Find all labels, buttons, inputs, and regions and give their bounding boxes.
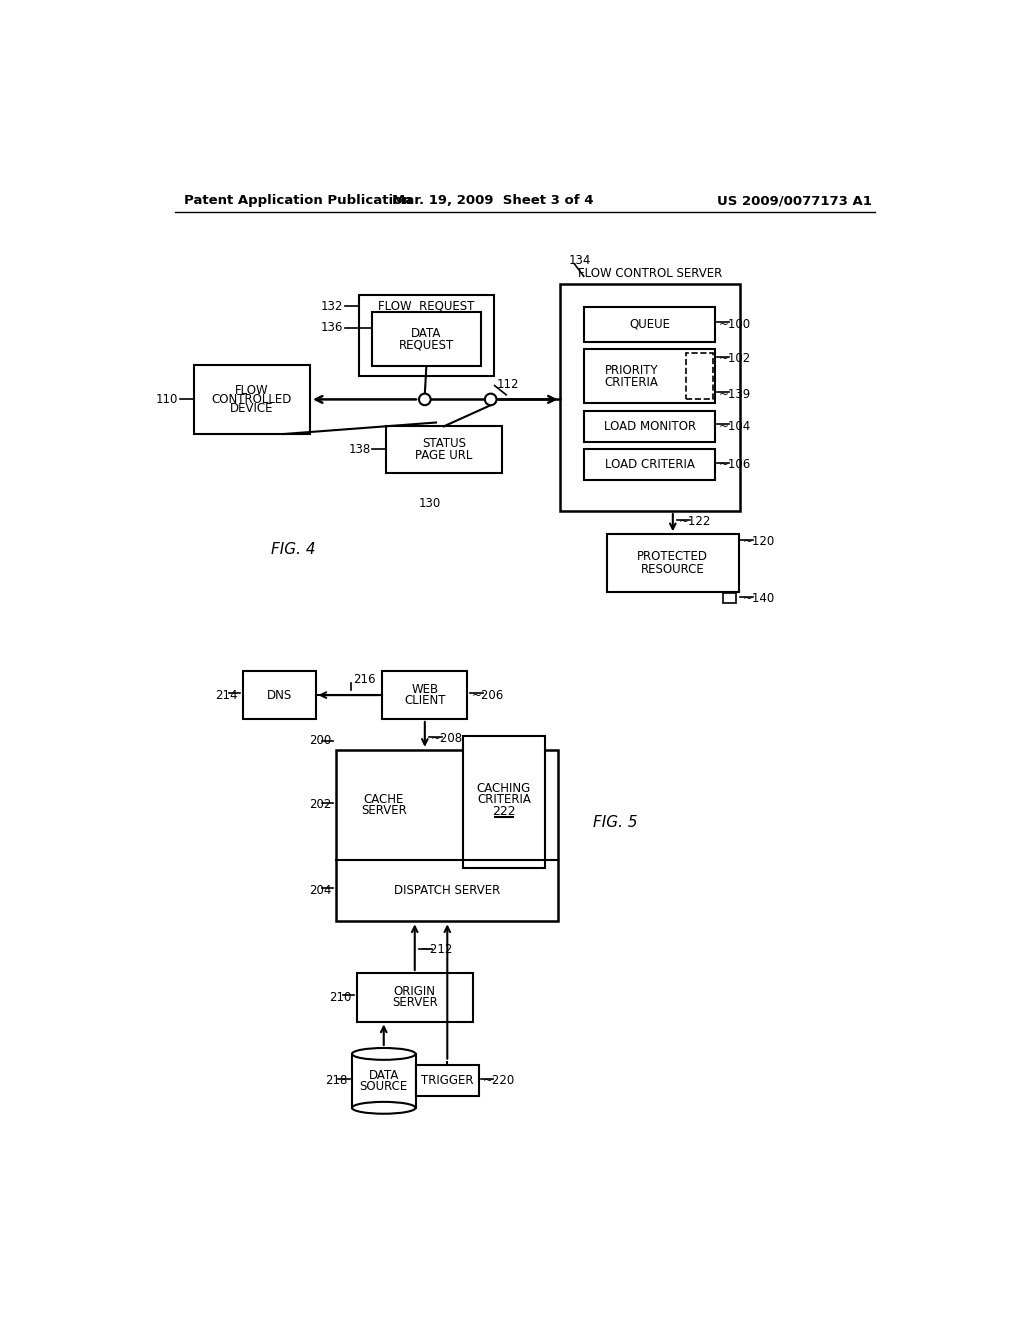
Bar (584, 308, 716, 342)
Text: FIG. 5: FIG. 5 (593, 816, 638, 830)
Bar (194, 364, 310, 434)
Text: 138: 138 (348, 444, 371, 455)
Bar (359, 296, 494, 376)
Text: Mar. 19, 2009  Sheet 3 of 4: Mar. 19, 2009 Sheet 3 of 4 (391, 194, 593, 207)
Text: DEVICE: DEVICE (230, 403, 273, 416)
Circle shape (419, 393, 431, 405)
Text: FLOW  REQUEST: FLOW REQUEST (378, 300, 474, 313)
Text: ~220: ~220 (483, 1074, 515, 1088)
Ellipse shape (352, 1102, 416, 1114)
Text: DATA: DATA (412, 327, 441, 341)
Text: 210: 210 (330, 991, 352, 1003)
Text: CRITERIA: CRITERIA (605, 376, 658, 389)
Text: LOAD MONITOR: LOAD MONITOR (603, 420, 695, 433)
Bar (560, 284, 740, 511)
Text: 202: 202 (308, 799, 331, 812)
Text: ~140: ~140 (742, 591, 775, 605)
Text: ~102: ~102 (719, 352, 751, 366)
Text: CONTROLLED: CONTROLLED (212, 393, 292, 407)
Bar (584, 449, 716, 480)
Text: CLIENT: CLIENT (404, 694, 445, 708)
Circle shape (485, 393, 497, 405)
Text: ~212: ~212 (421, 942, 454, 956)
Bar (243, 671, 315, 719)
Bar (584, 350, 716, 404)
Text: LOAD CRITERIA: LOAD CRITERIA (604, 458, 694, 471)
Text: FIG. 4: FIG. 4 (271, 543, 316, 557)
Bar (356, 973, 473, 1022)
Bar (336, 750, 558, 921)
Text: CACHE: CACHE (364, 793, 403, 807)
Text: ~100: ~100 (719, 318, 751, 331)
Bar (607, 535, 738, 591)
Text: REQUEST: REQUEST (398, 338, 454, 351)
Text: ~122: ~122 (679, 515, 712, 528)
Bar (723, 594, 735, 603)
Text: DATA: DATA (369, 1069, 399, 1082)
Text: ~104: ~104 (719, 420, 751, 433)
Text: FLOW CONTROL SERVER: FLOW CONTROL SERVER (579, 267, 723, 280)
Text: US 2009/0077173 A1: US 2009/0077173 A1 (717, 194, 872, 207)
Bar (416, 1065, 479, 1096)
Bar (463, 737, 545, 867)
Text: STATUS: STATUS (422, 437, 466, 450)
Text: 132: 132 (322, 300, 343, 313)
Text: WEB: WEB (412, 684, 438, 696)
Text: ~139: ~139 (719, 388, 751, 400)
Text: 218: 218 (325, 1074, 347, 1088)
Text: DNS: DNS (266, 689, 292, 702)
Ellipse shape (352, 1048, 416, 1060)
Bar (584, 411, 716, 442)
Text: SERVER: SERVER (360, 804, 407, 817)
Bar (382, 671, 467, 719)
Text: SERVER: SERVER (392, 997, 437, 1010)
Text: CACHING: CACHING (477, 783, 531, 795)
Text: ORIGIN: ORIGIN (394, 986, 436, 998)
Bar (352, 1053, 416, 1107)
Text: 214: 214 (215, 689, 238, 702)
Text: 136: 136 (322, 321, 343, 334)
Text: 112: 112 (497, 378, 519, 391)
Text: 134: 134 (568, 255, 591, 268)
Text: ~120: ~120 (742, 536, 775, 548)
Text: 222: 222 (493, 805, 516, 818)
Text: QUEUE: QUEUE (629, 318, 670, 331)
Text: DISPATCH SERVER: DISPATCH SERVER (394, 884, 500, 898)
Text: 130: 130 (419, 496, 441, 510)
Bar (372, 313, 480, 367)
Text: PRIORITY: PRIORITY (605, 363, 658, 376)
Text: ~208: ~208 (431, 731, 463, 744)
Text: PROTECTED: PROTECTED (637, 549, 709, 562)
Text: RESOURCE: RESOURCE (641, 564, 705, 577)
Text: SOURCE: SOURCE (359, 1080, 408, 1093)
Text: CRITERIA: CRITERIA (477, 793, 530, 807)
Text: Patent Application Publication: Patent Application Publication (183, 194, 412, 207)
Text: FLOW: FLOW (236, 384, 269, 397)
Text: 216: 216 (352, 673, 375, 686)
Text: 204: 204 (308, 884, 331, 898)
Text: ~106: ~106 (719, 458, 751, 471)
Text: PAGE URL: PAGE URL (415, 449, 472, 462)
Text: TRIGGER: TRIGGER (421, 1074, 473, 1088)
Text: 110: 110 (156, 393, 178, 407)
Text: ~206: ~206 (472, 689, 505, 702)
Text: 200: 200 (309, 734, 331, 747)
Bar (386, 426, 502, 473)
Bar (686, 354, 713, 400)
